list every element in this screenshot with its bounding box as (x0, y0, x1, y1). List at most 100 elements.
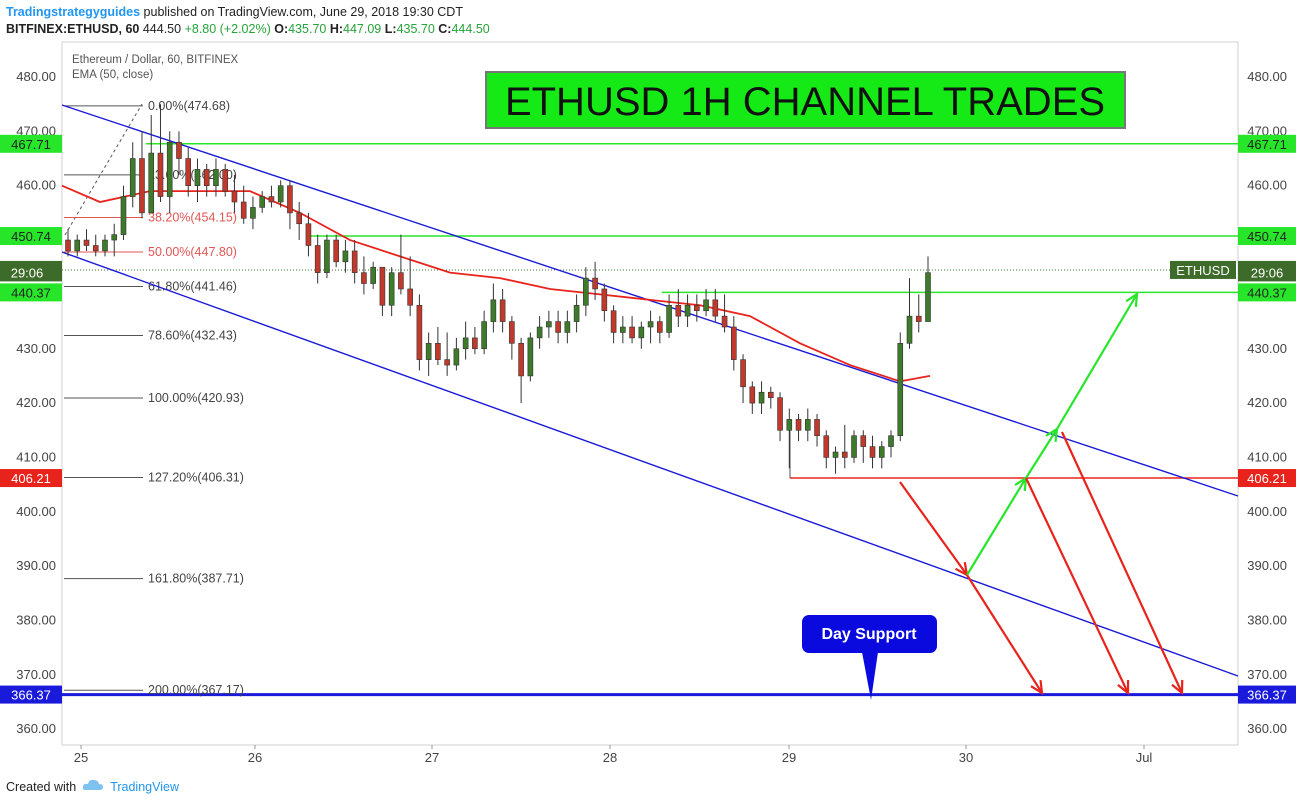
countdown-right-bg (1238, 263, 1296, 282)
candle-body (647, 321, 654, 328)
y-tick-label-left: 370.00 (16, 667, 56, 682)
price-label-left-bg (0, 469, 62, 488)
chart-title-box: ETHUSD 1H CHANNEL TRADES (485, 71, 1126, 129)
tradingview-link[interactable]: TradingView (110, 779, 179, 794)
candle-body (102, 239, 108, 252)
candle-body (324, 239, 330, 273)
candle-body (65, 239, 71, 252)
last-price: 444.50 (142, 22, 182, 36)
candle-body (259, 196, 265, 208)
plot-frame (61, 41, 1239, 746)
candle-body (499, 299, 506, 322)
price-label-left-bg (0, 227, 62, 246)
price-label-left-bg (0, 283, 62, 302)
candle-body (444, 359, 450, 366)
candle-body (240, 201, 247, 219)
candle-body (610, 310, 617, 333)
high-label: H: (329, 22, 344, 36)
y-tick-label-left: 430.00 (16, 341, 56, 356)
arrow-down-to-support-2-head (1117, 679, 1130, 696)
candle-body (841, 451, 848, 458)
ticker-tag: ETHUSD (1176, 263, 1229, 278)
x-tick-label: Jul (1136, 750, 1153, 765)
candle-body (804, 419, 811, 431)
candle-body (370, 266, 376, 284)
price-labels: 467.71467.71450.74450.74444.50444.50440.… (0, 134, 1296, 704)
chart-legend: Ethereum / Dollar, 60, BITFINEX EMA (50,… (72, 53, 238, 83)
countdown-right: 29:06 (1251, 265, 1284, 280)
price-label-right: 366.37 (1247, 688, 1287, 703)
candle-body (915, 315, 922, 322)
price-label-right-bg (1238, 685, 1296, 704)
candle-body (83, 239, 90, 246)
trade-arrows (899, 291, 1184, 696)
ema-50-line (61, 184, 931, 383)
candle-body (129, 158, 136, 197)
candle-body (379, 266, 386, 306)
symbol-label: BITFINEX:ETHUSD, 60 (6, 22, 140, 36)
candle-body (139, 158, 145, 214)
candle-body (194, 169, 201, 187)
y-tick-label-left: 460.00 (16, 178, 56, 193)
candle-body (694, 304, 700, 312)
candle-body (583, 277, 589, 306)
countdown-left: 29:06 (11, 265, 44, 280)
y-tick-label-left: 410.00 (16, 449, 56, 464)
price-label-left-bg (0, 134, 62, 153)
candle-body (555, 321, 561, 333)
candle-body (425, 343, 432, 360)
x-tick-label: 27 (425, 750, 439, 765)
candle-body (675, 304, 682, 317)
arrow-down-to-support-1 (966, 574, 1043, 694)
y-tick-label-right: 460.00 (1247, 178, 1287, 193)
candle-body (860, 435, 867, 447)
fib-level-label: 200.00%(367.17) (148, 683, 244, 697)
y-tick-label-right: 430.00 (1247, 341, 1287, 356)
candle-body (601, 288, 608, 312)
y-tick-label-right: 480.00 (1247, 69, 1287, 84)
candle-body (546, 321, 552, 328)
price-change: +8.80 (+2.02%) (184, 22, 271, 36)
candle-body (573, 304, 580, 322)
ema-line (61, 184, 931, 383)
ticker-tag-bg (1170, 260, 1236, 279)
arrow-down-to-support-3-head (1171, 679, 1184, 696)
candle-body (176, 141, 182, 159)
candle-body (490, 299, 497, 322)
candle-body (897, 343, 904, 437)
candle-body (453, 348, 460, 366)
candle-body (250, 207, 256, 219)
candle-body (203, 169, 210, 187)
fib-level-label: 0.00%(474.68) (148, 99, 230, 113)
y-tick-label-left: 380.00 (16, 613, 56, 628)
fib-level-label: 127.20%(406.31) (148, 471, 244, 485)
horizontal-levels (62, 143, 1238, 697)
candle-body (398, 272, 404, 290)
y-tick-label-right: 360.00 (1247, 721, 1287, 736)
low-label: L: (384, 22, 397, 36)
candle-body (888, 435, 894, 447)
y-tick-label-right: 470.00 (1247, 123, 1287, 138)
candle-body (925, 272, 931, 322)
candle-body (749, 386, 756, 404)
day-support-label: Day Support (821, 626, 917, 643)
price-label-right-bg (1238, 134, 1296, 153)
candle-body (277, 185, 284, 203)
publisher-link[interactable]: Tradingstrategyguides (6, 5, 141, 19)
x-tick-label: 30 (959, 750, 973, 765)
price-label-left-bg (0, 685, 62, 704)
price-label-right-bg (1238, 227, 1296, 246)
price-label-left: 440.37 (11, 285, 51, 300)
arrow-up-to-channel-top-head (1045, 426, 1059, 443)
y-tick-label-left: 470.00 (16, 123, 56, 138)
footer: Created with TradingView (6, 778, 179, 795)
candle-body (333, 239, 339, 263)
candle-body (231, 190, 238, 203)
candle-body (361, 272, 367, 284)
candle-body (472, 337, 478, 350)
y-tick-label-right: 370.00 (1247, 667, 1287, 682)
candle-body (629, 326, 635, 339)
chart-title: ETHUSD 1H CHANNEL TRADES (505, 80, 1105, 124)
price-label-left: 467.71 (11, 137, 51, 152)
